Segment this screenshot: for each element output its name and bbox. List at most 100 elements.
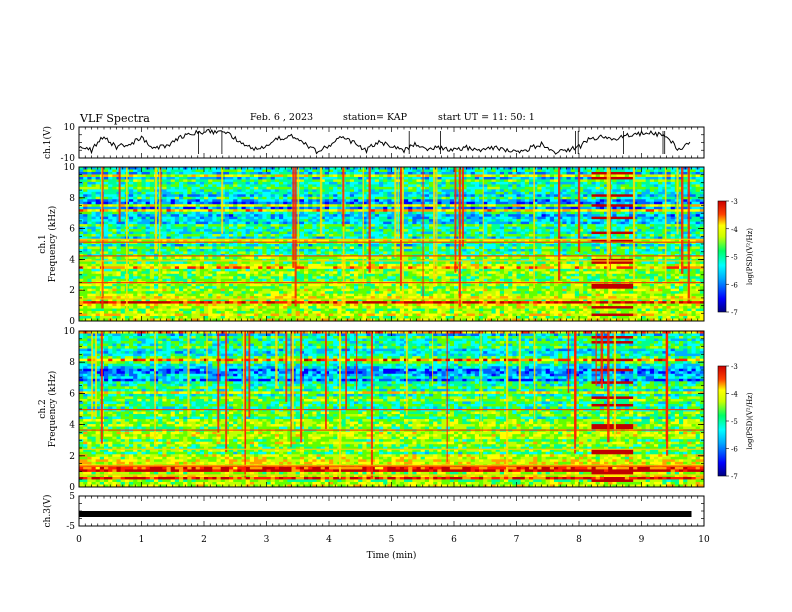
spectrogram-cell — [145, 206, 151, 210]
spectrogram-cell — [287, 214, 292, 218]
spectrogram-cell — [612, 239, 617, 242]
spectrogram-cell — [266, 201, 272, 205]
spectrogram-cell — [320, 234, 326, 237]
spectrogram-cell — [691, 179, 697, 183]
spectrogram-cell — [466, 219, 472, 223]
spectrogram-cell — [612, 221, 617, 225]
spectrogram-cell — [579, 234, 584, 237]
spectrogram-cell — [333, 209, 338, 213]
spectrogram-cell — [95, 204, 101, 208]
spectrogram-cell — [583, 181, 588, 185]
spectrogram-cell — [370, 186, 376, 190]
spectrogram-cell — [495, 196, 501, 200]
spectrogram-cell — [599, 221, 605, 225]
spectrogram-cell — [599, 171, 605, 175]
spectrogram-cell — [666, 174, 672, 178]
spectrogram-cell — [320, 224, 326, 228]
spectrogram-cell — [191, 216, 197, 220]
spectrogram-cell — [683, 179, 688, 183]
spectrogram-cell — [170, 184, 176, 188]
spectrogram-cell — [149, 221, 155, 225]
spectrogram-cell — [274, 186, 280, 190]
spectrogram-cell — [645, 174, 651, 178]
spectrogram-cell — [258, 176, 263, 180]
spectrogram-cell — [508, 201, 513, 205]
spectrogram-cell — [270, 196, 276, 200]
spectrogram-cell — [216, 231, 222, 235]
spectrogram-cell — [691, 191, 697, 195]
spectrogram-cell — [229, 209, 234, 213]
spectrogram-cell — [529, 184, 534, 188]
spectrogram-cell — [358, 189, 363, 193]
spectrogram-cell — [220, 248, 226, 252]
spectrogram-cell — [470, 191, 476, 195]
spectrogram-cell — [174, 239, 180, 242]
spectrogram-cell — [566, 236, 572, 240]
spectrogram-cell — [274, 194, 280, 198]
spectrogram-cell — [491, 167, 497, 170]
spectrogram-cell — [445, 211, 451, 215]
spectrogram-cell — [658, 216, 663, 220]
spectrogram-cell — [620, 219, 626, 223]
spectrogram-cell — [116, 231, 122, 235]
spectrogram-cell — [445, 209, 451, 213]
spectrogram-cell — [112, 176, 117, 180]
spectrogram-cell — [329, 236, 334, 240]
spectrogram-cell — [383, 176, 388, 180]
spectrogram-cell — [499, 236, 505, 240]
spectrogram-cell — [666, 201, 672, 205]
spectrogram-cell — [179, 234, 184, 237]
spectrogram-cell — [254, 196, 259, 200]
spectrogram-cell — [329, 229, 334, 232]
spectrogram-cell — [604, 189, 609, 193]
spectrogram-cell — [541, 191, 547, 195]
spectrogram-cell — [645, 189, 651, 193]
spectrogram-cell — [166, 191, 172, 195]
spectrogram-cell — [529, 209, 534, 213]
spectrogram-cell — [604, 236, 609, 240]
spectrogram-cell — [408, 221, 413, 225]
spectrogram-cell — [120, 224, 126, 228]
spectrogram-cell — [179, 244, 184, 247]
spectrogram-cell — [133, 211, 138, 215]
spectrogram-cell — [224, 201, 230, 205]
spectrogram-cell — [329, 171, 334, 175]
spectrogram-cell — [479, 211, 484, 215]
spectrogram-cell — [654, 201, 659, 205]
spectrogram-cell — [362, 236, 367, 240]
spectrogram-cell — [145, 248, 151, 252]
spectrogram-cell — [174, 236, 180, 240]
spectrogram-cell — [316, 246, 322, 250]
spectrogram-cell — [662, 191, 667, 195]
spectrogram-cell — [345, 224, 351, 228]
spectrogram-cell — [574, 181, 580, 185]
spectrogram-cell — [662, 231, 667, 235]
spectrogram-cell — [445, 236, 451, 240]
spectrogram-cell — [320, 176, 326, 180]
spectrogram-cell — [562, 224, 567, 228]
spectrogram-cell — [583, 246, 588, 250]
spectrogram-cell — [641, 196, 647, 200]
spectrogram-cell — [237, 194, 242, 198]
spectrogram-cell — [212, 248, 217, 252]
spectrogram-cell — [641, 179, 647, 183]
spectrogram-cell — [141, 171, 147, 175]
spectrogram-cell — [670, 216, 676, 220]
spectrogram-cell — [108, 211, 113, 215]
spectrogram-cell — [112, 236, 117, 240]
spectrogram-cell — [258, 229, 263, 232]
spectrogram-cell — [83, 216, 88, 220]
spectrogram-cell — [249, 246, 255, 250]
spectrogram-cell — [112, 179, 117, 183]
spectrogram-cell — [654, 219, 659, 223]
spectrogram-cell — [83, 219, 88, 223]
spectrogram-cell — [304, 231, 309, 235]
spectrogram-cell — [479, 224, 484, 228]
spectrogram-cell — [695, 186, 701, 190]
spectrogram-cell — [162, 239, 167, 242]
spectrogram-cell — [445, 229, 451, 232]
spectrogram-cell — [470, 194, 476, 198]
spectrogram-cell — [270, 184, 276, 188]
spectrogram-cell — [179, 206, 184, 210]
spectrogram-cell — [108, 229, 113, 232]
